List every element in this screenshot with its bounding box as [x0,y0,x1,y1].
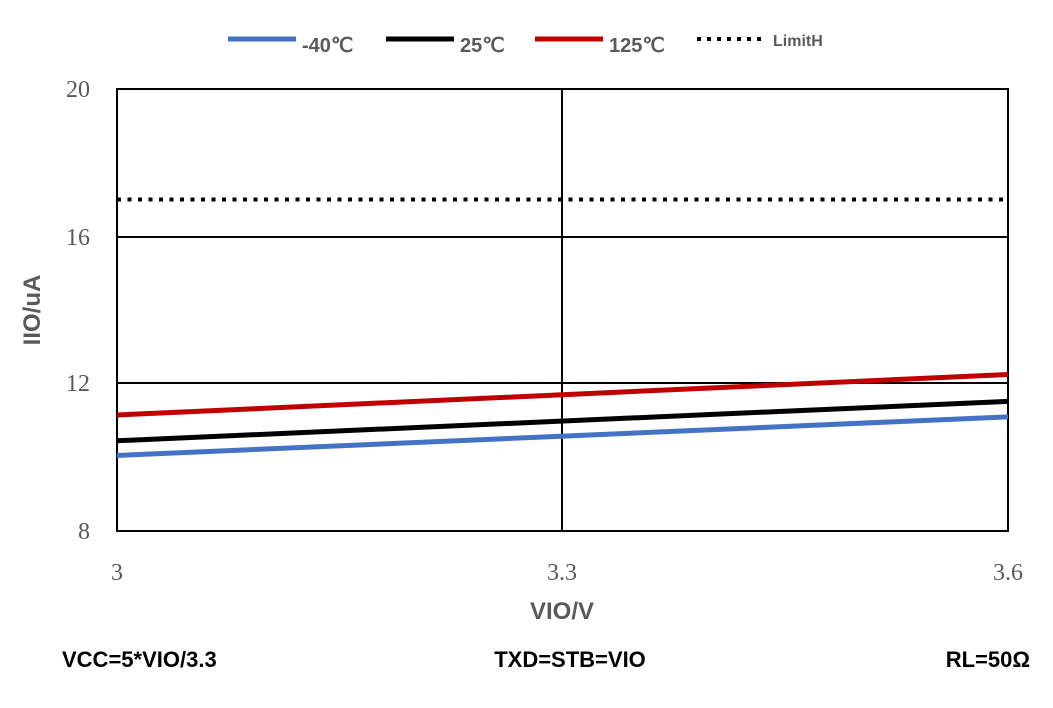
y-tick-label-16: 16 [66,225,90,251]
legend-label-minus40: -40℃ [302,35,353,57]
legend-item-minus40: -40℃ [228,35,353,57]
x-tick-labels: 3 3.3 3.6 [111,560,1023,586]
footer-note-left: VCC=5*VIO/3.3 [62,647,217,672]
legend: -40℃ 25℃ 125℃ LimitH [228,33,823,57]
legend-label-125: 125℃ [609,35,665,57]
series-line-minus40 [116,414,1009,458]
series-line-25 [116,398,1009,444]
plot-border [116,88,1009,532]
footer-note-right: RL=50Ω [946,647,1030,672]
y-axis-title: IIO/uA [19,275,46,346]
legend-item-125: 125℃ [535,35,665,57]
legend-item-25: 25℃ [386,35,505,57]
y-tick-labels: 20 16 12 8 [66,77,90,545]
y-tick-label-12: 12 [66,371,90,397]
series-layer [116,197,1009,458]
x-axis-title: VIO/V [530,598,594,625]
x-tick-label-3-6: 3.6 [993,560,1023,586]
footer-note-center: TXD=STB=VIO [494,647,646,672]
series-line-125 [116,371,1009,418]
y-tick-label-20: 20 [66,77,90,103]
x-tick-label-3: 3 [111,560,123,586]
legend-item-limith: LimitH [697,33,823,50]
legend-label-limith: LimitH [773,33,823,50]
legend-label-25: 25℃ [460,35,505,57]
x-tick-label-3-3: 3.3 [547,560,577,586]
plot-area [116,88,1009,532]
y-tick-label-8: 8 [78,519,90,545]
